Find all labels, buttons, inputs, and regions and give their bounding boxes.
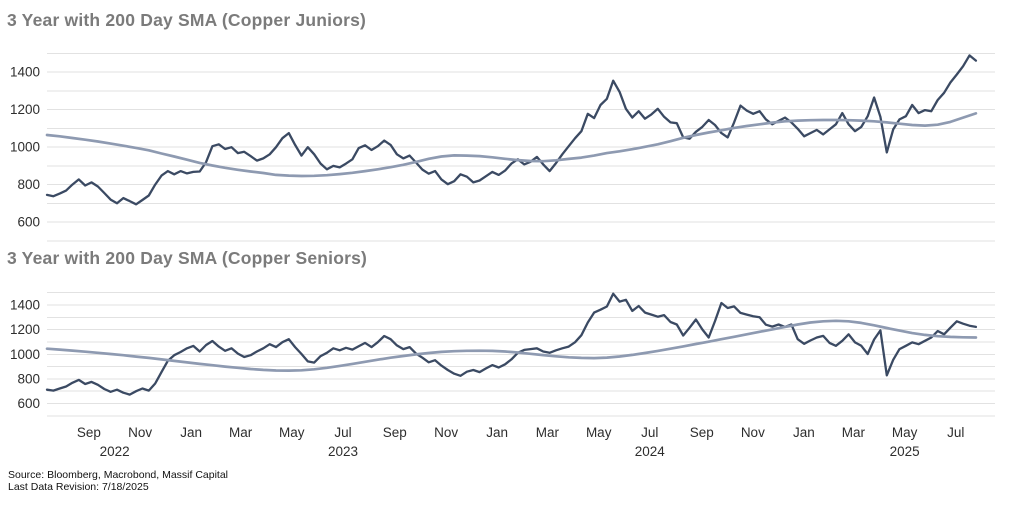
x-axis-month-label: May [586,425,612,440]
y-axis-label: 600 [17,215,40,230]
x-axis-month-label: Jul [334,425,351,440]
x-axis-month-label: Nov [434,425,458,440]
y-axis-label: 800 [17,371,40,386]
y-axis-label: 1400 [10,298,40,313]
x-axis-month-label: Jan [180,425,202,440]
x-axis-month-label: May [279,425,305,440]
seniors-chart-title: 3 Year with 200 Day SMA (Copper Seniors) [7,248,368,268]
x-axis-month-label: Sep [77,425,101,440]
y-axis-label: 800 [17,177,40,192]
x-axis-month-label: Jul [641,425,658,440]
y-axis-label: 1200 [10,322,40,337]
x-axis-month-label: Jan [793,425,815,440]
copper-seniors-index-line [45,292,978,396]
x-axis-month-label: Jan [486,425,508,440]
revision-line: Last Data Revision: 7/18/2025 [8,481,149,493]
seniors-chart-canvas: 600 800 1000 1200 1400 Sep Nov Jan Mar May Jul Sep N… [10,292,995,459]
juniors-chart-canvas: 600 800 1000 1200 1400 [10,53,995,242]
x-axis-month-label: Jul [947,425,964,440]
y-axis-label: 1000 [10,140,40,155]
x-axis-month-label: Sep [690,425,714,440]
copper-juniors-index-line [45,54,978,206]
x-axis-month-label: Nov [128,425,152,440]
y-axis-label: 600 [17,396,40,411]
x-axis-year-label: 2022 [100,444,130,459]
copper-juniors-200d-sma-line [45,112,978,178]
copper-seniors-200d-sma-line [45,319,978,372]
x-axis-month-label: Mar [536,425,560,440]
juniors-chart-title: 3 Year with 200 Day SMA (Copper Juniors) [7,10,367,30]
x-axis-month-label: Mar [842,425,866,440]
y-axis-label: 1200 [10,102,40,117]
source-line: Source: Bloomberg, Macrobond, Massif Cap… [8,469,229,481]
x-axis-year-label: 2025 [890,444,920,459]
x-axis-year-label: 2024 [635,444,666,459]
x-axis-month-label: Mar [229,425,253,440]
x-axis-month-label: Nov [741,425,765,440]
x-axis-year-label: 2023 [328,444,358,459]
source-note: Source: Bloomberg, Macrobond, Massif Cap… [8,469,228,493]
x-axis-month-label: Sep [383,425,407,440]
y-axis-label: 1000 [10,347,40,362]
y-axis-label: 1400 [10,65,40,80]
x-axis-month-label: May [892,425,918,440]
